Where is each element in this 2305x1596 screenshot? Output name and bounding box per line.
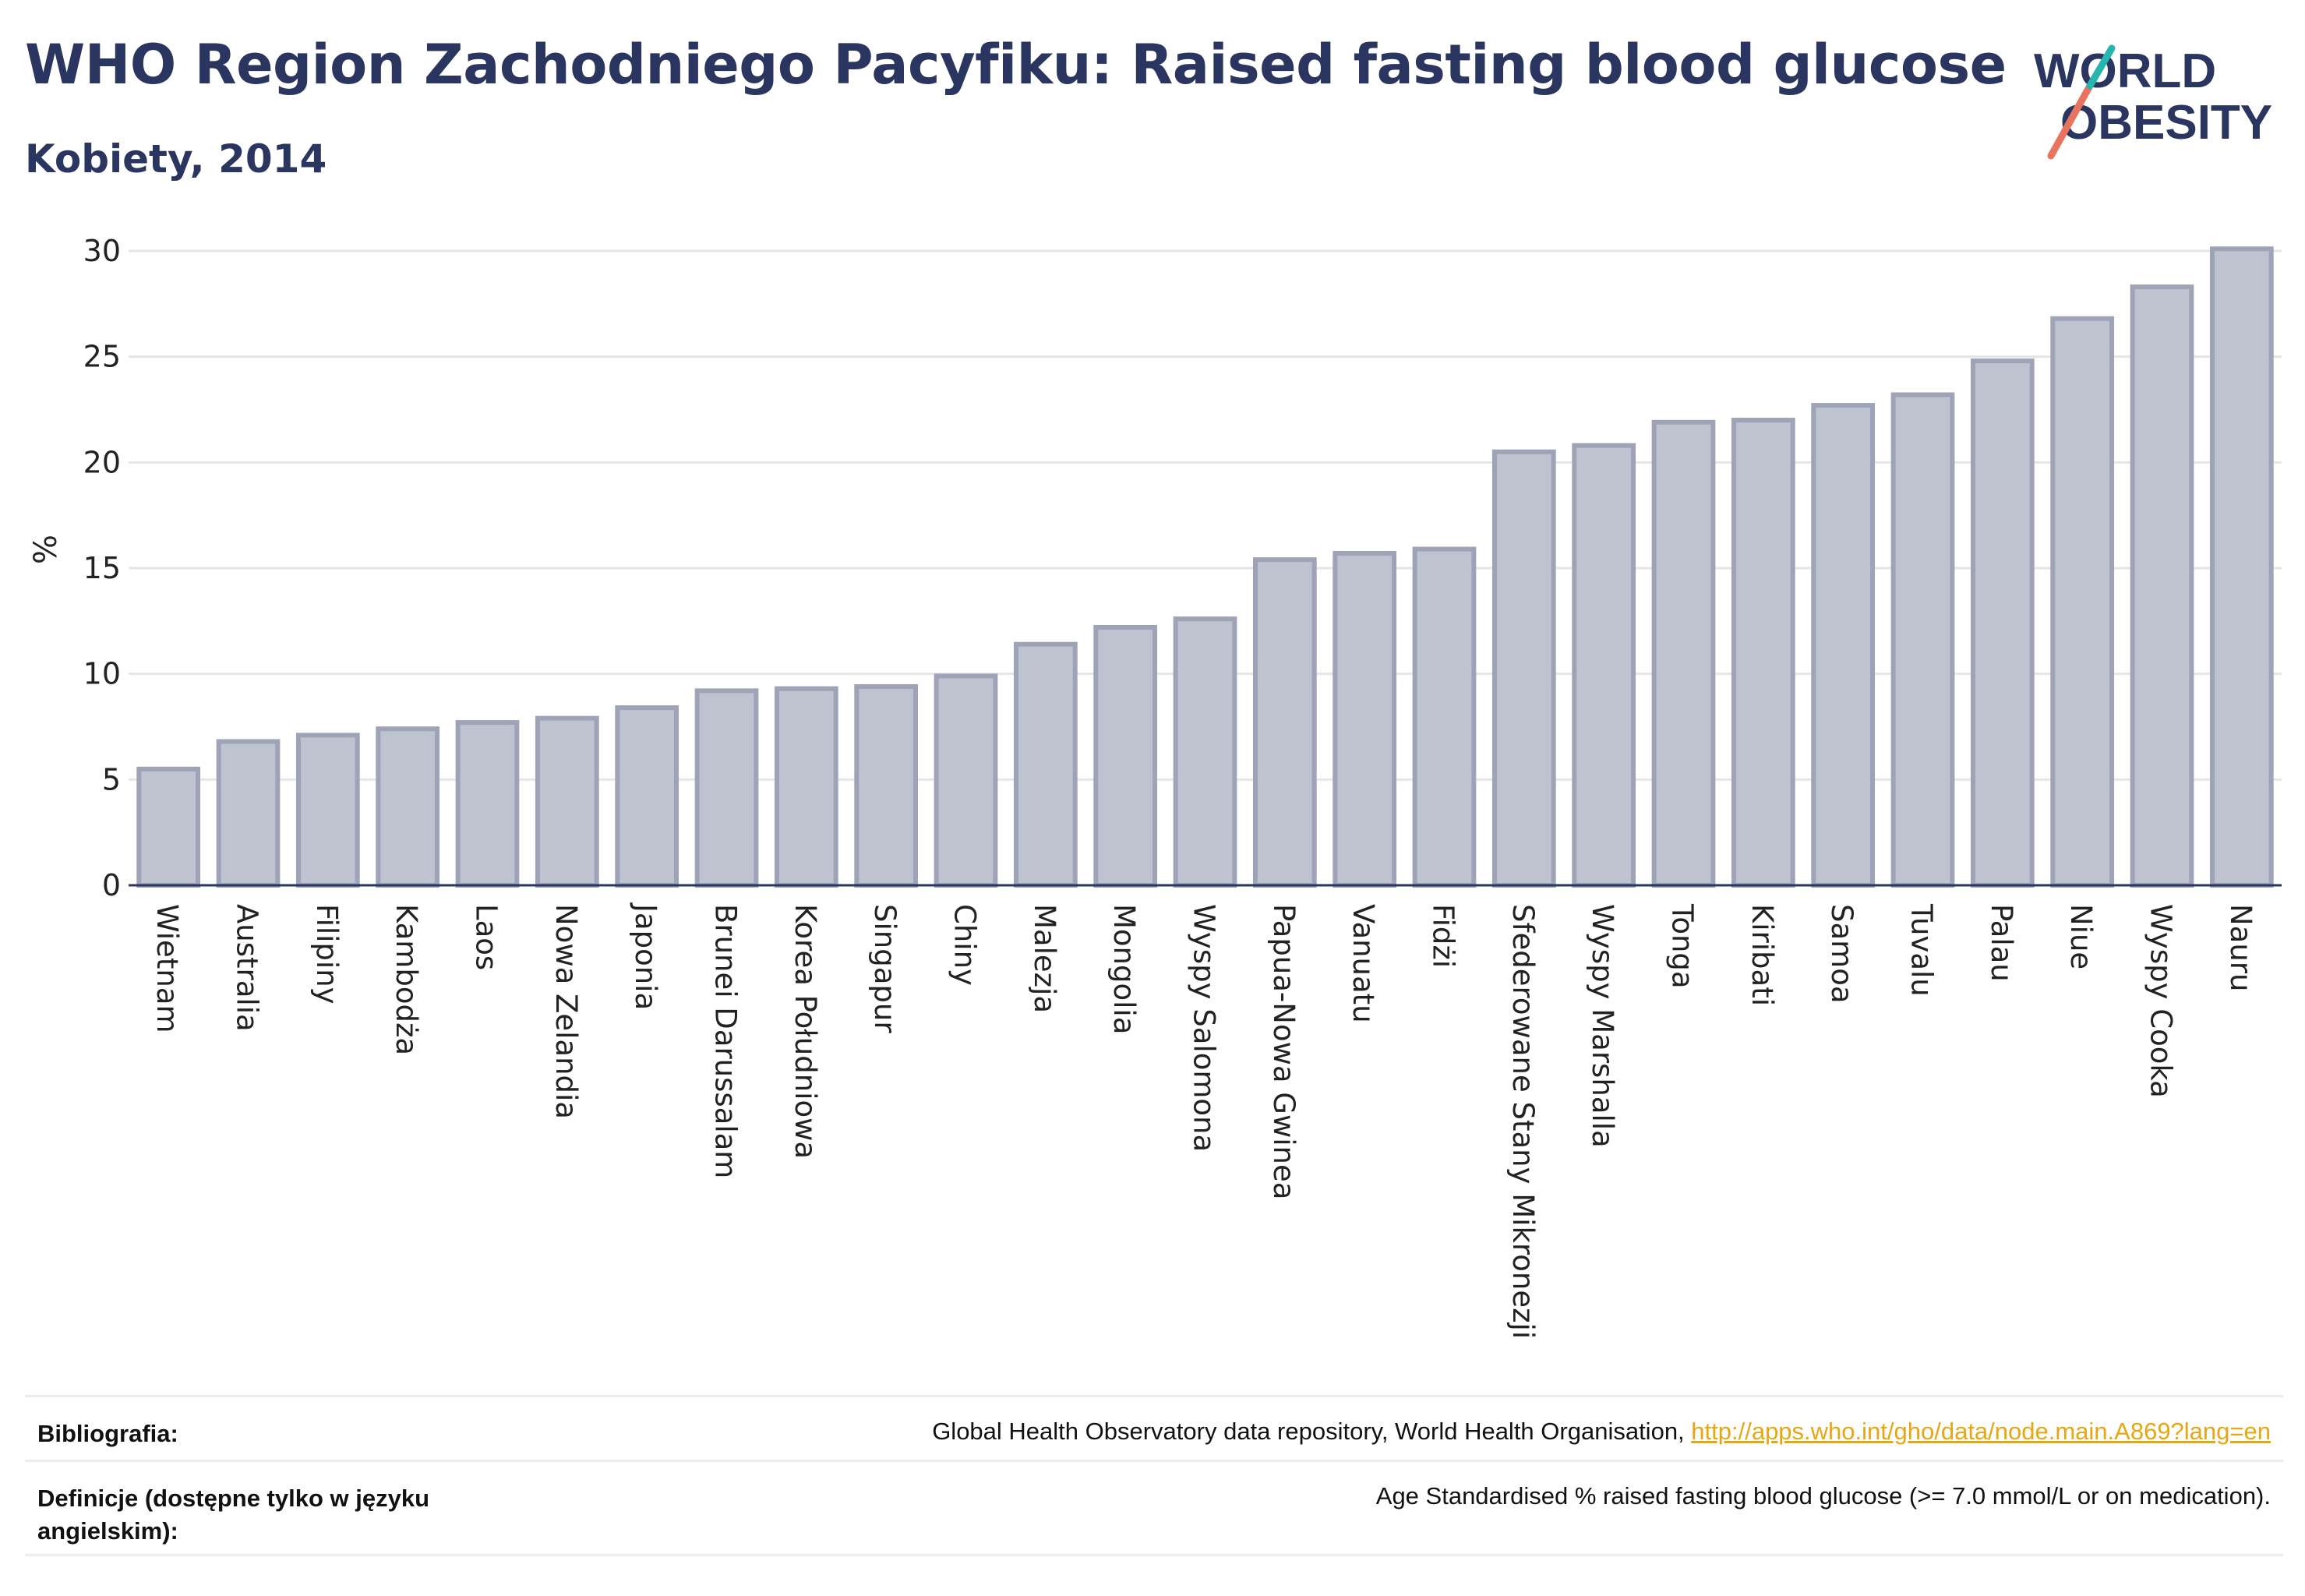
world-obesity-logo: WORLD OBESITY xyxy=(2034,44,2272,160)
bar[interactable] xyxy=(1811,403,1876,888)
bibliography-link[interactable]: http://apps.who.int/gho/data/node.main.A… xyxy=(1691,1418,2271,1445)
x-tick-label: Niue xyxy=(2064,904,2098,969)
bibliography-value: Global Health Observatory data repositor… xyxy=(932,1418,2271,1446)
y-tick-label: 0 xyxy=(102,868,121,902)
x-tick-label: Nauru xyxy=(2224,904,2257,991)
definition-label: Definicje (dostępne tylko w języku angie… xyxy=(37,1485,430,1545)
y-tick-label: 10 xyxy=(83,657,121,691)
definition-text: Age Standardised % raised fasting blood … xyxy=(1375,1482,2271,1509)
x-tick-label: Palau xyxy=(1985,904,2018,982)
bar[interactable] xyxy=(774,686,838,888)
chart-subtitle: Kobiety, 2014 xyxy=(25,136,327,182)
bar[interactable] xyxy=(1970,358,2035,888)
bibliography-text: Global Health Observatory data repositor… xyxy=(932,1418,1692,1445)
x-tick-label: Filipiny xyxy=(310,904,344,1005)
bar[interactable] xyxy=(1173,616,1237,888)
x-tick-label: Singapur xyxy=(868,904,902,1033)
x-axis-labels: Wietnam Australia Filipiny Kambodża Laos Nowa… xyxy=(150,902,2257,1339)
y-tick-label: 15 xyxy=(83,551,121,585)
x-tick-label: Laos xyxy=(470,904,503,970)
bar[interactable] xyxy=(615,705,679,888)
bar[interactable] xyxy=(216,739,281,888)
y-tick-label: 30 xyxy=(83,234,121,268)
svg-text:WORLD: WORLD xyxy=(2034,44,2216,98)
bibliography-row: Bibliografia: Global Health Observatory … xyxy=(25,1395,2283,1460)
x-tick-label: Fidżi xyxy=(1427,904,1460,968)
bar[interactable] xyxy=(1333,551,1397,888)
bar[interactable] xyxy=(2130,284,2194,888)
bar[interactable] xyxy=(2209,246,2274,888)
definition-row: Definicje (dostępne tylko w języku angie… xyxy=(25,1460,2283,1556)
y-tick-label: 25 xyxy=(83,340,121,374)
chart-title: WHO Region Zachodniego Pacyfiku: Raised … xyxy=(25,33,2007,97)
x-tick-label: Nowa Zelandia xyxy=(549,904,583,1119)
bar[interactable] xyxy=(934,673,998,888)
svg-text:OBESITY: OBESITY xyxy=(2060,96,2272,150)
bar[interactable] xyxy=(1651,419,1716,888)
y-axis-ticks: 0 5 10 15 20 25 30 xyxy=(83,234,121,902)
bar[interactable] xyxy=(2050,316,2115,888)
x-tick-label: Mongolia xyxy=(1107,904,1141,1034)
bar[interactable] xyxy=(136,766,201,888)
bar[interactable] xyxy=(1252,557,1317,888)
x-tick-label: Tonga xyxy=(1666,903,1700,989)
x-tick-label: Wietnam xyxy=(150,904,184,1033)
x-tick-label: Korea Południowa xyxy=(789,904,822,1159)
y-axis-label: % xyxy=(28,535,64,564)
bar[interactable] xyxy=(1491,449,1556,888)
x-tick-label: Brunei Darussalam xyxy=(709,904,743,1178)
x-tick-label: Vanuatu xyxy=(1347,904,1380,1023)
bar[interactable] xyxy=(295,733,360,888)
bar[interactable] xyxy=(1572,443,1636,888)
x-tick-label: Samoa xyxy=(1825,904,1858,1004)
x-tick-label: Japonia xyxy=(629,902,662,1010)
bar[interactable] xyxy=(694,688,759,888)
bar[interactable] xyxy=(1890,392,1955,888)
x-tick-label: Australia xyxy=(231,904,264,1032)
x-tick-label: Sfederowane Stany Mikronezji xyxy=(1506,904,1540,1339)
bar[interactable] xyxy=(854,683,919,888)
x-tick-label: Tuvalu xyxy=(1905,903,1939,997)
bar[interactable] xyxy=(1013,641,1078,888)
bar[interactable] xyxy=(1093,624,1158,888)
x-tick-label: Kiribati xyxy=(1746,904,1779,1006)
y-tick-label: 20 xyxy=(83,445,121,479)
bar[interactable] xyxy=(376,726,440,888)
bar[interactable] xyxy=(535,715,599,888)
x-tick-label: Wyspy Marshalla xyxy=(1586,904,1619,1148)
bar-chart: 0 5 10 15 20 25 30 Wietnam Australia Filipiny Kam… xyxy=(28,234,2282,1339)
bar[interactable] xyxy=(1412,546,1477,888)
x-tick-label: Wyspy Cooka xyxy=(2144,904,2178,1098)
references-table: Bibliografia: Global Health Observatory … xyxy=(25,1395,2283,1556)
x-tick-label: Wyspy Salomona xyxy=(1188,904,1221,1152)
bar[interactable] xyxy=(1731,418,1795,888)
x-tick-label: Malezja xyxy=(1028,904,1061,1013)
x-tick-label: Chiny xyxy=(948,904,982,986)
y-tick-label: 5 xyxy=(102,762,121,796)
x-tick-label: Kambodża xyxy=(390,904,423,1055)
bibliography-label: Bibliografia: xyxy=(37,1420,178,1447)
bar[interactable] xyxy=(455,720,520,888)
x-tick-label: Papua-Nowa Gwinea xyxy=(1267,904,1301,1199)
